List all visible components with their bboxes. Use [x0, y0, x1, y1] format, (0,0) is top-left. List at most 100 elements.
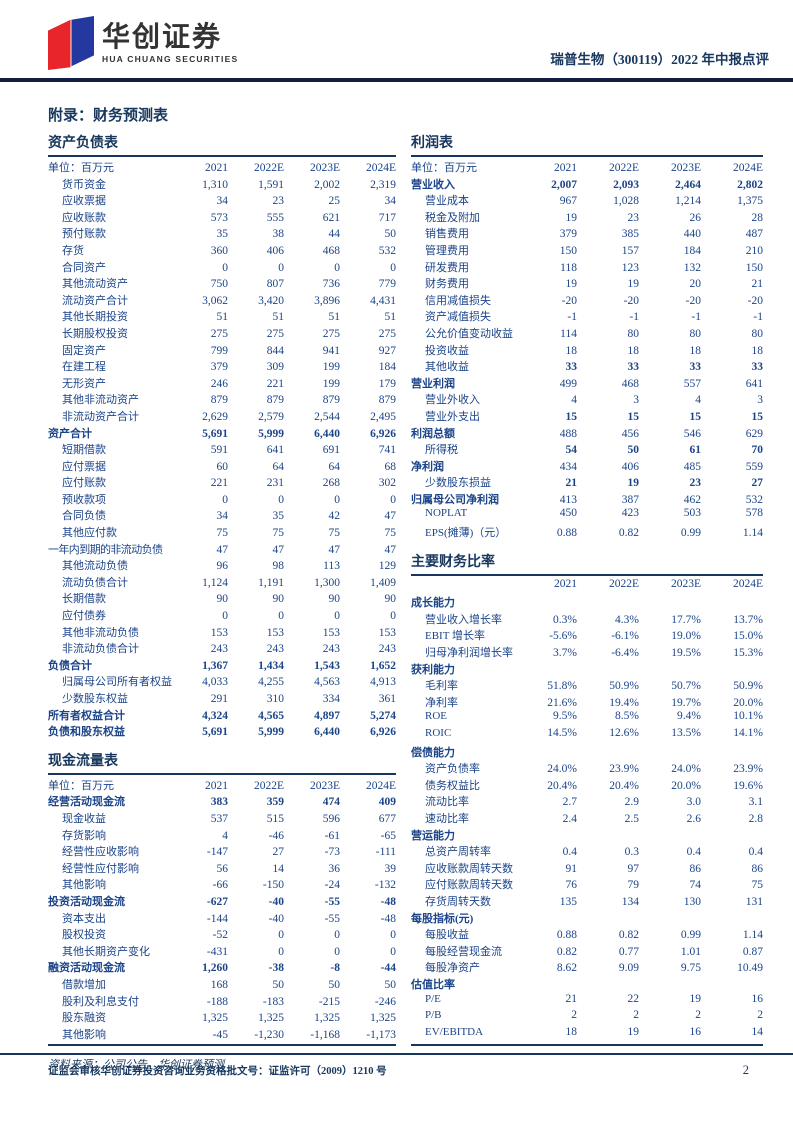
cell-value: 19.7%: [671, 696, 701, 709]
cell-value: 967: [559, 195, 577, 208]
cell-value: 19: [565, 278, 578, 291]
cell-value: 462: [683, 493, 701, 506]
unit-label: 单位：百万元: [48, 779, 114, 792]
cell-value: 2,002: [314, 178, 340, 191]
cell-value: 123: [621, 261, 639, 274]
cell-value: -1: [629, 311, 639, 324]
row-label: 负债合计: [48, 659, 92, 672]
cell-value: 18: [627, 344, 640, 357]
cell-value: 621: [322, 211, 340, 224]
table-row: 其他非流动负债 153 153 153 153: [48, 624, 396, 641]
cell-value: 51: [272, 311, 285, 324]
cell-value: 557: [683, 377, 701, 390]
cell-value: 2.6: [686, 812, 701, 825]
table-row: 无形资产 246 221 199 179: [48, 375, 396, 392]
cell-value: 1.14: [742, 929, 763, 942]
row-label: 营业收入: [411, 178, 455, 191]
cell-value: 54: [565, 444, 578, 457]
row-label: EBIT 增长率: [425, 630, 485, 643]
table-row: 成长能力: [411, 594, 763, 611]
cell-value: 423: [621, 507, 639, 520]
table-row: 销售费用 379 385 440 487: [411, 225, 763, 242]
year-column-header: 2024E: [365, 779, 396, 792]
cell-value: -52: [212, 929, 228, 942]
table-row: 资本支出 -144 -40 -55 -48: [48, 910, 396, 927]
cell-value: 50: [384, 978, 397, 991]
cell-value: 14.1%: [733, 727, 763, 739]
cell-value: 47: [216, 543, 229, 556]
cell-value: 15.0%: [733, 630, 763, 643]
cash-flow-table: 现金流量表 单位：百万元 2021 2022E 2023E 2024E 经营活动现金流 38…: [48, 753, 396, 1047]
row-label: 存货周转天数: [425, 895, 491, 908]
table-row: 流动比率 2.7 2.9 3.0 3.1: [411, 793, 763, 810]
cell-value: 379: [559, 228, 577, 241]
cell-value: 3.7%: [553, 647, 577, 660]
cell-value: 91: [565, 862, 578, 875]
cell-value: 1,191: [258, 576, 284, 589]
cell-value: 132: [683, 261, 701, 274]
row-label: 每股净资产: [425, 962, 480, 975]
row-label: EV/EBITDA: [425, 1025, 484, 1038]
cell-value: 210: [745, 244, 763, 257]
cell-value: 50: [627, 444, 640, 457]
cell-value: -44: [380, 962, 396, 975]
cell-value: 51: [328, 311, 341, 324]
table-row: 管理费用 150 157 184 210: [411, 242, 763, 259]
row-label: 应收账款周转天数: [425, 862, 513, 875]
cell-value: 9.09: [618, 962, 639, 975]
row-label: 其他应付款: [62, 527, 117, 540]
row-label: 归属母公司净利润: [411, 493, 499, 506]
table-row: 应付票据 60 64 64 68: [48, 458, 396, 475]
cell-value: 468: [322, 244, 340, 257]
row-label: 营业成本: [425, 195, 469, 208]
cell-value: 487: [745, 228, 763, 241]
balance-sheet-table: 资产负债表 单位：百万元 2021 2022E 2023E 2024E 货币资金 1,310…: [48, 135, 396, 740]
cell-value: 17.7%: [671, 613, 701, 626]
cell-value: 4,563: [314, 676, 340, 689]
cell-value: -55: [324, 895, 340, 908]
cell-value: 1,028: [613, 195, 639, 208]
table-row: 固定资产 799 844 941 927: [48, 342, 396, 359]
cell-value: 1,310: [202, 178, 228, 191]
cell-value: 15: [751, 410, 764, 423]
cell-value: 0: [334, 945, 340, 958]
cell-value: 2,544: [314, 410, 340, 423]
row-label: 在建工程: [62, 361, 106, 374]
cell-value: -132: [374, 879, 396, 892]
table-row: 其他应付款 75 75 75 75: [48, 524, 396, 541]
table-row: 投资活动现金流 -627 -40 -55 -48: [48, 893, 396, 910]
row-label: 税金及附加: [425, 211, 480, 224]
cell-value: 33: [627, 361, 640, 374]
cell-value: 2,495: [370, 410, 396, 423]
cell-value: 20: [689, 278, 702, 291]
cell-value: -6.1%: [611, 630, 639, 643]
cell-value: 14: [751, 1025, 764, 1038]
cell-value: 3.0: [686, 796, 701, 809]
table-row: 研发费用 118 123 132 150: [411, 259, 763, 276]
cell-value: 23: [627, 211, 640, 224]
table-row: 营业外收入 4 3 4 3: [411, 391, 763, 408]
cell-value: 302: [378, 477, 396, 490]
logo-red-face: [48, 19, 71, 70]
left-column: 资产负债表 单位：百万元 2021 2022E 2023E 2024E 货币资金 1,310…: [48, 135, 396, 1072]
cell-value: 641: [745, 377, 763, 390]
cell-value: 113: [323, 560, 340, 573]
cell-value: 1.01: [680, 945, 701, 958]
table-row: 非流动负债合计 243 243 243 243: [48, 640, 396, 657]
table-row: 股利及利息支付 -188 -183 -215 -246: [48, 993, 396, 1010]
row-label: 短期借款: [62, 444, 106, 457]
cell-value: 243: [322, 643, 340, 656]
cell-value: 21.6%: [547, 696, 577, 709]
cell-value: 33: [565, 361, 578, 374]
cell-value: 134: [621, 895, 639, 908]
cell-value: 9.5%: [553, 710, 577, 723]
cell-value: 4,033: [202, 676, 228, 689]
cell-value: 2,802: [737, 178, 763, 191]
cell-value: 2.4: [562, 812, 577, 825]
row-label: NOPLAT: [425, 507, 468, 520]
cell-value: -65: [380, 829, 396, 842]
row-label: 公允价值变动收益: [425, 327, 513, 340]
income-statement-title: 利润表: [411, 135, 763, 157]
table-row: 偿债能力: [411, 744, 763, 761]
cell-value: 1,325: [202, 1012, 228, 1025]
